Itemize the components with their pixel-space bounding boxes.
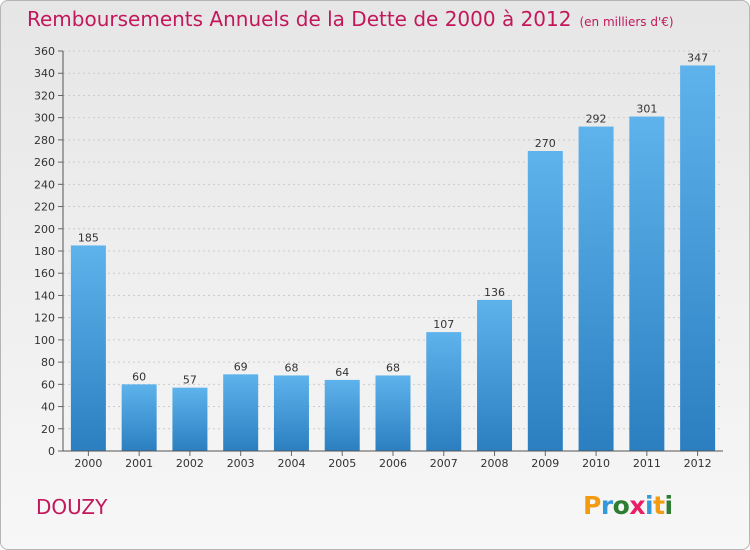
bars: 185 60 57 69 68 64 68 107 136 270 292 301 347: [70, 51, 716, 452]
y-tick-label: 0: [48, 445, 55, 458]
data-label: 68: [284, 361, 298, 374]
y-tick-label: 280: [34, 134, 55, 147]
x-tick-label: 2009: [531, 457, 559, 470]
y-tick-label: 240: [34, 178, 55, 191]
logo-letter: P: [583, 491, 601, 520]
commune-name: DOUZY: [36, 495, 108, 519]
data-label: 347: [687, 51, 708, 64]
y-tick-label: 20: [41, 423, 55, 436]
bar-2002: [172, 387, 208, 451]
proxiti-logo: Proxiti: [583, 491, 673, 520]
bar-2010: [578, 126, 614, 452]
bar-2008: [477, 299, 513, 451]
y-tick-label: 120: [34, 312, 55, 325]
y-tick-label: 200: [34, 223, 55, 236]
logo-letter: x: [629, 491, 645, 520]
y-tick-label: 220: [34, 201, 55, 214]
chart-subtitle: (en milliers d'€): [579, 15, 674, 29]
y-tick-label: 140: [34, 289, 55, 302]
x-tick-label: 2001: [125, 457, 153, 470]
y-tick-label: 180: [34, 245, 55, 258]
x-tick-label: 2000: [74, 457, 102, 470]
axes: 0 20 40 60 80 100 120 140 160 180 200 220 240 260 280 3…: [34, 45, 723, 470]
chart-title: Remboursements Annuels de la Dette de 20…: [27, 7, 674, 31]
bar-2003: [223, 374, 259, 451]
chart-title-text: Remboursements Annuels de la Dette de 20…: [27, 7, 572, 31]
data-label: 136: [484, 286, 505, 299]
data-label: 57: [183, 374, 197, 387]
logo-letter: i: [645, 491, 654, 520]
data-label: 270: [535, 137, 556, 150]
logo-letter: t: [653, 491, 665, 520]
x-tick-label: 2010: [582, 457, 610, 470]
bar-2006: [375, 375, 411, 451]
y-tick-label: 340: [34, 67, 55, 80]
y-tick-label: 160: [34, 267, 55, 280]
bar-2012: [680, 65, 716, 451]
y-tick-label: 60: [41, 378, 55, 391]
x-tick-label: 2002: [176, 457, 204, 470]
bar-2005: [324, 379, 360, 451]
x-tick-label: 2003: [227, 457, 255, 470]
x-tick-label: 2004: [277, 457, 305, 470]
data-label: 301: [636, 103, 657, 116]
y-tick-label: 100: [34, 334, 55, 347]
bar-2004: [273, 375, 309, 451]
data-label: 107: [433, 318, 454, 331]
data-label: 68: [386, 361, 400, 374]
bar-2000: [70, 245, 106, 451]
y-tick-label: 360: [34, 45, 55, 58]
y-tick-label: 40: [41, 401, 55, 414]
y-tick-label: 300: [34, 112, 55, 125]
y-tick-label: 80: [41, 356, 55, 369]
data-label: 60: [132, 370, 146, 383]
bar-2007: [426, 332, 462, 451]
logo-letter: r: [600, 491, 613, 520]
x-tick-label: 2007: [430, 457, 458, 470]
y-tick-label: 320: [34, 89, 55, 102]
bar-2001: [121, 384, 157, 451]
bar-2009: [527, 151, 563, 451]
x-tick-label: 2005: [328, 457, 356, 470]
x-tick-label: 2011: [633, 457, 661, 470]
data-label: 185: [78, 231, 99, 244]
logo-letter: o: [612, 491, 630, 520]
data-label: 64: [335, 366, 349, 379]
x-tick-label: 2012: [684, 457, 712, 470]
y-tick-label: 260: [34, 156, 55, 169]
data-label: 69: [234, 360, 248, 373]
bar-2011: [629, 116, 665, 452]
x-tick-label: 2006: [379, 457, 407, 470]
x-tick-label: 2008: [481, 457, 509, 470]
logo-letter: i: [664, 491, 674, 520]
data-label: 292: [586, 113, 607, 126]
